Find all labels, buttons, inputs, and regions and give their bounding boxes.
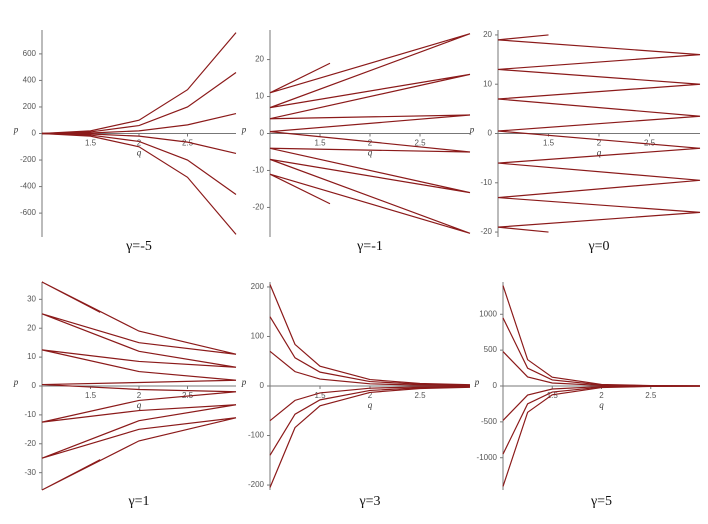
y-tick-label: 1000 — [479, 309, 497, 318]
x-tick-label: 1.5 — [314, 139, 326, 148]
y-tick-label: -400 — [20, 182, 37, 191]
panel-caption: γ=5 — [590, 494, 612, 509]
curve — [41, 132, 237, 235]
x-tick-label: 2.5 — [414, 391, 426, 400]
y-axis-label: p — [469, 125, 475, 135]
x-tick-label: 1.5 — [547, 391, 559, 400]
curve — [269, 284, 471, 386]
y-tick-label: 0 — [493, 381, 498, 390]
y-tick-label: -500 — [481, 417, 498, 426]
y-tick-label: 0 — [260, 129, 265, 138]
y-tick-label: -20 — [24, 439, 36, 448]
x-axis-label: q — [137, 148, 142, 158]
y-tick-label: -200 — [248, 480, 265, 489]
curve — [41, 32, 237, 135]
x-tick-label: 2 — [137, 139, 142, 148]
y-tick-label: 0 — [32, 381, 37, 390]
curve — [41, 71, 237, 135]
x-tick-label: 2 — [137, 391, 142, 400]
y-tick-label: 0 — [260, 381, 265, 390]
panel-caption: γ=-5 — [125, 239, 152, 254]
y-tick-label: -20 — [252, 203, 264, 212]
y-tick-label: 20 — [27, 323, 36, 332]
y-tick-label: 20 — [483, 30, 492, 39]
y-tick-label: 10 — [483, 79, 492, 88]
y-tick-label: -20 — [480, 227, 492, 236]
x-axis-label: q — [368, 148, 373, 158]
y-tick-label: -10 — [252, 166, 264, 175]
y-tick-label: -30 — [24, 468, 36, 477]
curve — [269, 33, 471, 234]
y-tick-label: 100 — [251, 332, 265, 341]
curve — [41, 113, 237, 135]
x-tick-label: 2.5 — [644, 139, 656, 148]
panel-caption: γ=0 — [587, 239, 609, 254]
x-tick-label: 2.5 — [414, 139, 426, 148]
curve — [269, 386, 471, 456]
y-axis-label: p — [13, 377, 19, 387]
y-tick-label: -1000 — [477, 453, 498, 462]
x-tick-label: 1.5 — [85, 391, 97, 400]
curve — [497, 34, 701, 233]
curve — [269, 385, 471, 422]
y-tick-label: -600 — [20, 208, 37, 217]
y-tick-label: 500 — [484, 345, 498, 354]
y-axis-label: p — [13, 125, 19, 135]
y-tick-label: 10 — [255, 92, 264, 101]
x-tick-label: 1.5 — [85, 139, 97, 148]
y-tick-label: 400 — [23, 76, 37, 85]
curve — [41, 132, 237, 154]
panel-caption: γ=3 — [358, 494, 380, 509]
y-axis-label: p — [241, 125, 247, 135]
x-axis-label: q — [597, 148, 602, 158]
panel-caption: γ=1 — [127, 494, 149, 509]
x-tick-label: 2.5 — [182, 139, 194, 148]
x-axis-label: q — [137, 400, 142, 410]
y-tick-label: 0 — [488, 129, 493, 138]
curve — [502, 351, 701, 387]
y-tick-label: -10 — [24, 410, 36, 419]
x-tick-label: 2 — [368, 139, 373, 148]
y-tick-label: 600 — [23, 49, 37, 58]
curve — [502, 385, 701, 487]
y-tick-label: 20 — [255, 55, 264, 64]
y-axis-label: p — [241, 377, 247, 387]
x-axis-label: q — [599, 400, 604, 410]
y-tick-label: 10 — [27, 352, 36, 361]
y-tick-label: -200 — [20, 155, 37, 164]
x-tick-label: 1.5 — [314, 391, 326, 400]
curve — [502, 317, 701, 387]
curve — [269, 316, 471, 386]
curve — [41, 281, 237, 491]
y-tick-label: 0 — [32, 129, 37, 138]
y-tick-label: 200 — [251, 282, 265, 291]
x-tick-label: 2 — [368, 391, 373, 400]
curve — [269, 350, 471, 387]
panel-caption: γ=-1 — [356, 239, 383, 254]
y-tick-label: 30 — [27, 294, 36, 303]
x-tick-label: 2 — [597, 139, 602, 148]
x-tick-label: 2.5 — [645, 391, 657, 400]
y-tick-label: -100 — [248, 431, 265, 440]
curve — [269, 386, 471, 488]
curve — [41, 132, 237, 196]
y-tick-label: 200 — [23, 102, 37, 111]
y-axis-label: p — [474, 377, 480, 387]
x-axis-label: q — [368, 400, 373, 410]
y-tick-label: -10 — [480, 178, 492, 187]
x-tick-label: 2 — [599, 391, 604, 400]
x-tick-label: 1.5 — [543, 139, 555, 148]
